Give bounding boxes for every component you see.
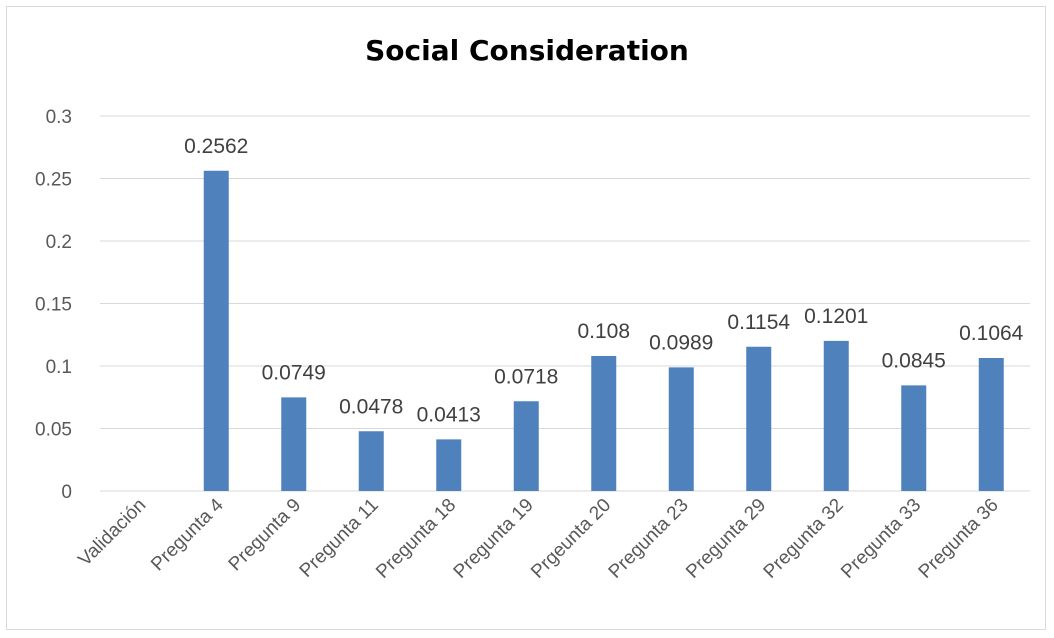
x-tick-label: Pregunta 32 (760, 495, 848, 583)
data-label: 0.0413 (417, 403, 481, 426)
x-tick-label: Pregunta 9 (225, 495, 306, 576)
y-tick-label: 0.15 (35, 295, 72, 316)
x-tick-label: Prgeunta 20 (527, 495, 615, 583)
y-tick-label: 0.05 (35, 420, 72, 441)
x-tick-label: Pregunta 18 (372, 495, 460, 583)
bar (436, 439, 462, 491)
y-tick-label: 0.25 (35, 170, 72, 191)
x-tick-label: Validación (74, 495, 150, 571)
data-label: 0.1154 (727, 311, 790, 334)
data-label: 0.0989 (649, 331, 713, 354)
bar (668, 367, 694, 491)
bar (513, 401, 539, 491)
data-label: 0.0478 (339, 395, 403, 418)
bar (746, 346, 772, 491)
data-label: 0.2562 (184, 135, 248, 158)
bar (281, 397, 307, 491)
y-tick-label: 0.3 (46, 107, 72, 128)
x-tick-label: Pregunta 33 (837, 495, 925, 583)
x-tick-label: Pregunta 19 (450, 495, 538, 583)
chart-title: Social Consideration (365, 34, 689, 67)
x-tick-label: Pregunta 4 (147, 494, 228, 575)
data-label: 0.0749 (262, 361, 326, 384)
data-label: 0.0718 (494, 365, 558, 388)
y-tick-label: 0.2 (46, 232, 72, 253)
y-tick-label: 0 (61, 482, 72, 503)
x-tick-label: Pregunta 29 (682, 495, 770, 583)
data-label: 0.1201 (804, 305, 868, 328)
x-tick-label: Pregunta 36 (915, 495, 1003, 583)
bar (978, 358, 1004, 491)
data-label: 0.0845 (882, 349, 946, 372)
x-tick-label: Pregunta 11 (296, 495, 383, 582)
x-tick-label: Pregunta 23 (605, 495, 693, 583)
bar (358, 431, 384, 491)
bar (901, 385, 927, 491)
data-label: 0.1064 (959, 322, 1024, 345)
y-tick-label: 0.1 (46, 357, 72, 378)
bar (823, 340, 849, 491)
data-label: 0.108 (577, 320, 630, 343)
bar (591, 356, 617, 491)
bar (203, 170, 229, 491)
chart-frame (6, 6, 1046, 630)
